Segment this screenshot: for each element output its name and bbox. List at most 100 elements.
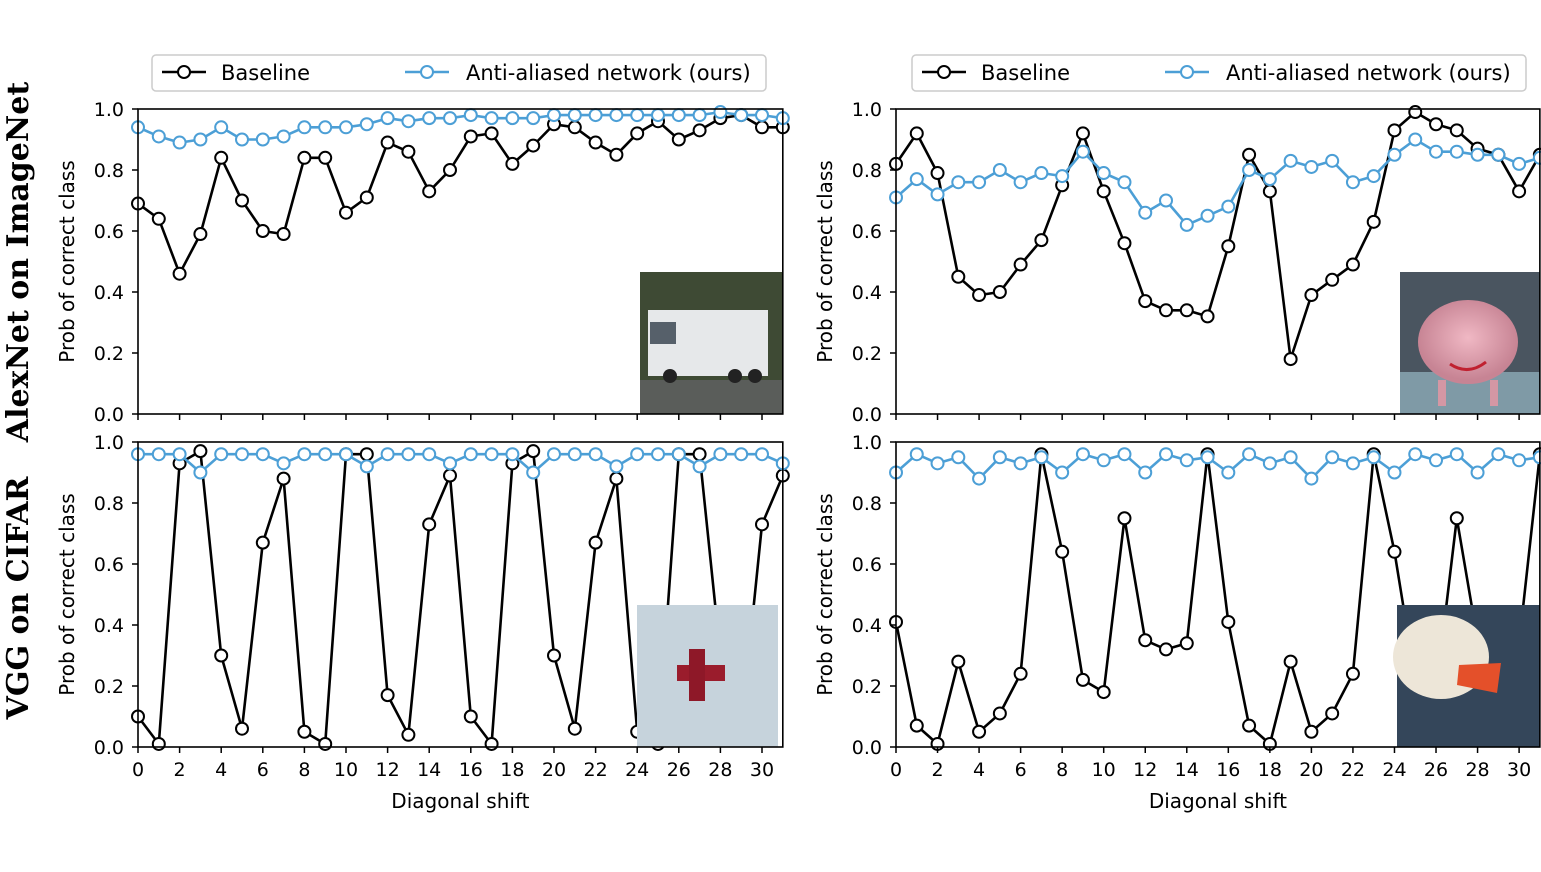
inset-image (1393, 605, 1540, 747)
data-point (1512, 184, 1527, 199)
data-point (484, 736, 499, 751)
data-point (235, 132, 249, 147)
data-point (1179, 453, 1194, 468)
y-tick-label: 0.0 (94, 737, 124, 759)
legend-baseline-marker (937, 65, 951, 79)
x-tick-label: 28 (1465, 759, 1489, 781)
data-point (1055, 169, 1070, 184)
data-point (318, 736, 333, 751)
data-point (193, 465, 208, 480)
y-tick-label: 1.0 (94, 99, 124, 121)
data-point (651, 447, 665, 462)
data-point (951, 269, 966, 284)
data-point (1429, 453, 1444, 468)
pig-body (1418, 300, 1518, 384)
x-tick-label: 16 (1216, 759, 1240, 781)
data-point (1366, 169, 1381, 184)
data-point (972, 175, 987, 190)
data-point (547, 108, 561, 123)
data-point (1096, 166, 1111, 181)
axes-frame (895, 441, 1541, 748)
data-point (235, 447, 249, 462)
data-point (359, 190, 374, 205)
data-point (526, 444, 541, 459)
legend-antialiased-marker (420, 65, 434, 79)
duck-beak (1457, 663, 1501, 693)
data-point (484, 111, 499, 126)
data-point (255, 447, 270, 462)
data-point (992, 450, 1007, 465)
x-tick-label: 26 (1424, 759, 1448, 781)
data-point (1449, 447, 1464, 462)
data-point (463, 447, 478, 462)
data-point (422, 111, 437, 126)
data-point (1013, 666, 1028, 681)
x-tick-label: 20 (1299, 759, 1323, 781)
pig-leg (1438, 380, 1446, 406)
data-point (992, 285, 1007, 299)
data-point (992, 706, 1007, 721)
x-tick-label: 2 (174, 759, 186, 781)
data-point (588, 108, 603, 123)
data-point (214, 648, 229, 663)
x-tick-label: 10 (334, 759, 358, 781)
data-point (1242, 718, 1257, 733)
data-point (1200, 208, 1215, 223)
y-tick-label: 0.0 (94, 404, 124, 426)
y-tick-label: 0.2 (852, 343, 882, 365)
data-point (1138, 205, 1153, 220)
y-axis-label: Prob of correct class (55, 493, 79, 695)
x-tick-label: 4 (973, 759, 985, 781)
x-tick-label: 24 (1382, 759, 1406, 781)
data-point (1221, 239, 1236, 254)
data-point (297, 120, 312, 135)
data-point (1159, 642, 1174, 657)
data-point (1408, 132, 1423, 147)
y-axis-label: Prob of correct class (813, 493, 837, 695)
data-point (255, 535, 270, 550)
data-point (713, 105, 728, 120)
series-antialiased (131, 447, 790, 480)
data-point (1470, 147, 1485, 162)
data-point (609, 108, 624, 123)
data-point (755, 447, 769, 462)
y-tick-label: 0.4 (94, 615, 124, 637)
data-point (951, 175, 966, 190)
data-point (930, 187, 945, 202)
wheel (748, 369, 762, 383)
data-point (463, 108, 478, 123)
x-tick-label: 24 (625, 759, 649, 781)
data-point (318, 120, 333, 135)
data-point (1283, 654, 1298, 669)
data-point (380, 447, 395, 462)
data-point (1491, 147, 1506, 162)
data-point (992, 163, 1007, 177)
x-tick-label: 8 (1056, 759, 1068, 781)
road (640, 380, 782, 414)
data-point (1200, 309, 1215, 324)
x-axis-label: Diagonal shift (1149, 789, 1287, 813)
data-point (1325, 272, 1340, 287)
subplot-0-1: 0.0 0.2 0.4 0.6 0.8 1.0 Prob of correct class (813, 99, 1541, 426)
data-point (930, 166, 945, 181)
data-point (671, 447, 686, 462)
data-point (1408, 447, 1423, 462)
x-tick-label: 22 (584, 759, 608, 781)
legend-baseline-label: Baseline (981, 61, 1070, 85)
data-point (1408, 105, 1423, 120)
data-point (734, 447, 749, 462)
y-tick-label: 1.0 (852, 432, 882, 454)
inset-image (1400, 272, 1540, 414)
x-tick-label: 6 (257, 759, 269, 781)
data-point (567, 721, 582, 736)
y-tick-label: 0.8 (852, 493, 882, 515)
series-antialiased (131, 105, 790, 150)
subplot-1-1: 0.00.20.40.60.81.00 2 4 6 8 10 12 14 16 18 20 22 24 2… (813, 432, 1541, 813)
data-point (214, 120, 229, 135)
data-point (1429, 144, 1444, 159)
data-point (1449, 144, 1464, 159)
data-point (1013, 456, 1028, 471)
data-point (401, 144, 416, 159)
inset-image (637, 605, 778, 747)
data-point (1075, 144, 1090, 159)
